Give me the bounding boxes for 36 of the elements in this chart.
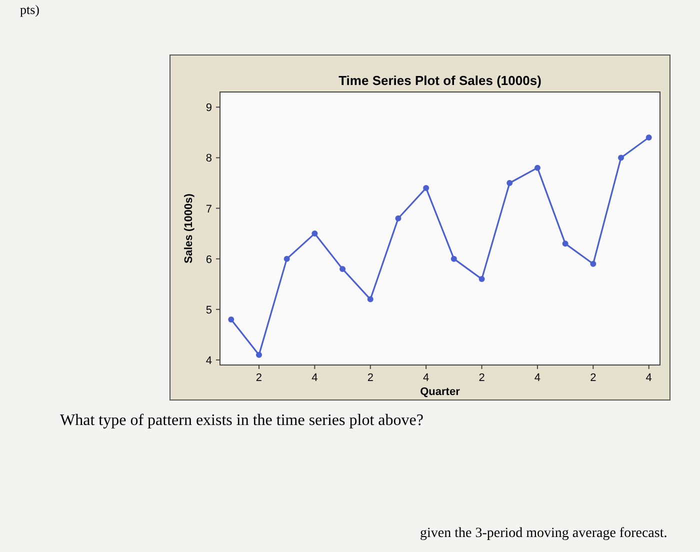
point xyxy=(450,256,457,262)
text: pts) xyxy=(20,2,40,17)
y-tick-label: 8 xyxy=(206,152,212,165)
x-tick-label: 4 xyxy=(534,372,541,384)
chart-title: Time Series Plot of Sales (1000s) xyxy=(338,73,542,88)
x-tick-label: 2 xyxy=(367,372,374,384)
point xyxy=(534,164,540,171)
x-tick-label: 4 xyxy=(423,372,430,384)
x-tick-label: 4 xyxy=(646,372,652,384)
point xyxy=(256,352,262,358)
point xyxy=(618,154,624,161)
point xyxy=(367,296,374,302)
x-axis-title: Quarter xyxy=(420,386,461,398)
point xyxy=(478,276,485,282)
x-tick-label: 2 xyxy=(590,372,596,384)
x-tick-label: 2 xyxy=(478,372,485,384)
point xyxy=(395,215,402,222)
point xyxy=(590,260,596,267)
point xyxy=(340,266,346,272)
x-tick-label: 2 xyxy=(256,372,262,384)
point xyxy=(423,185,430,192)
y-axis-title: Sales (1000s) xyxy=(183,193,195,264)
y-tick-label: 7 xyxy=(206,203,212,216)
y-tick-label: 4 xyxy=(206,354,212,367)
point xyxy=(506,180,513,186)
y-tick-label: 5 xyxy=(206,304,212,316)
y-tick-label: 6 xyxy=(206,254,212,266)
point xyxy=(312,230,318,237)
point xyxy=(646,134,652,140)
text: given the 3-period moving average forecast. xyxy=(420,526,668,541)
x-tick-label: 4 xyxy=(312,372,318,384)
point xyxy=(562,240,568,247)
point xyxy=(284,256,290,262)
point xyxy=(228,316,234,322)
text: What type of pattern exists in the time series plot above? xyxy=(60,412,424,429)
y-tick-label: 9 xyxy=(206,102,212,114)
